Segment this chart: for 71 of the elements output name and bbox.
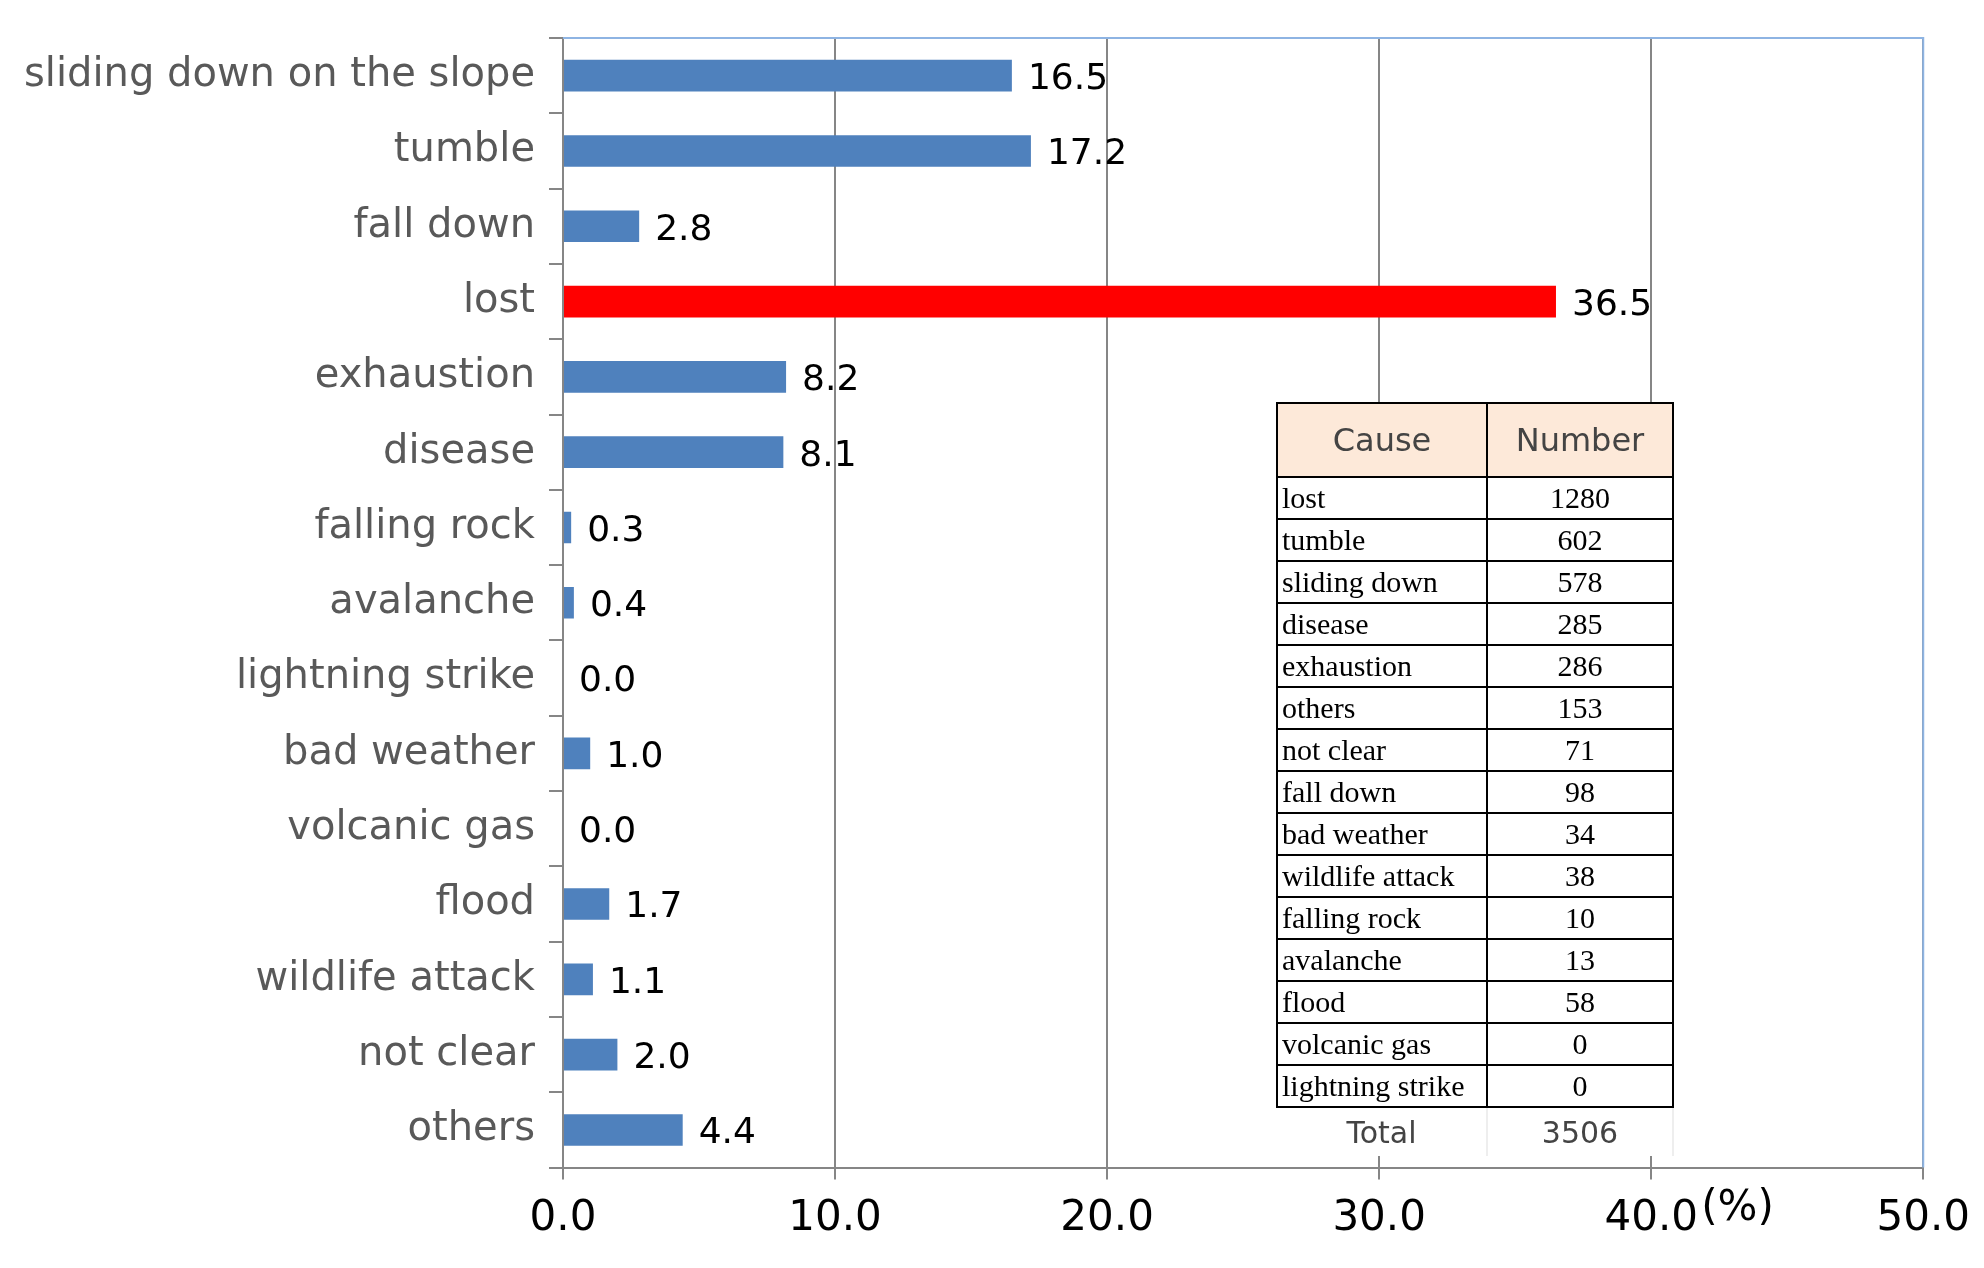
data-label: 36.5 [1571,281,1653,323]
y-tick-label: lightning strike [235,651,535,698]
annotation: 38 [1487,855,1673,897]
y-tick-label: others [407,1103,535,1150]
annotation: Total [1277,1107,1487,1156]
annotation: tumble [1277,519,1487,561]
x-tick-label: 40.0 [1604,1190,1698,1240]
x-axis-title: (%) [1701,1180,1774,1230]
annotation: 285 [1487,603,1673,645]
x-tick-label: 0.0 [529,1190,597,1240]
annotation: 0 [1487,1023,1673,1065]
annotation: 98 [1487,771,1673,813]
annotation: 578 [1487,561,1673,603]
annotation: 71 [1487,729,1673,771]
annotation: 286 [1487,645,1673,687]
annotation: avalanche [1277,939,1487,981]
y-tick-label: bad weather [283,726,536,773]
annotation: Cause [1277,403,1487,477]
y-tick-label: avalanche [329,576,535,623]
data-label: 4.4 [698,1110,756,1152]
y-tick-label: disease [383,425,535,472]
y-tick-label: flood [435,877,535,924]
data-label: 0.3 [587,507,645,549]
data-label: 8.1 [799,432,857,474]
annotation: fall down [1277,771,1487,813]
data-label: 8.2 [802,357,860,399]
annotation: wildlife attack [1277,855,1487,897]
annotation: 1280 [1487,477,1673,519]
x-tick-label: 10.0 [788,1190,882,1240]
annotation: 58 [1487,981,1673,1023]
annotation: 34 [1487,813,1673,855]
annotation: exhaustion [1277,645,1487,687]
annotation: 13 [1487,939,1673,981]
annotation: 602 [1487,519,1673,561]
data-label: 2.0 [633,1035,691,1076]
data-label: 0.0 [579,658,637,700]
annotation: lost [1277,477,1487,519]
annotation: 0 [1487,1065,1673,1107]
annotation: bad weather [1277,813,1487,855]
x-tick-label: 20.0 [1060,1190,1154,1240]
annotation: not clear [1277,729,1487,771]
annotation: falling rock [1277,897,1487,939]
x-tick-label: 50.0 [1876,1190,1970,1240]
data-label: 0.0 [579,809,637,851]
data-label: 2.8 [655,206,713,248]
data-label: 1.1 [608,959,667,1001]
y-tick-label: falling rock [314,500,536,547]
annotation: 10 [1487,897,1673,939]
x-tick-label: 30.0 [1332,1190,1426,1240]
annotation: sliding down [1277,561,1487,603]
y-tick-label: volcanic gas [287,802,535,849]
annotation: 3506 [1487,1107,1673,1156]
y-tick-label: fall down [353,199,535,246]
y-tick-label: not clear [358,1028,536,1075]
data-label: 16.5 [1027,56,1109,98]
y-tick-label: wildlife attack [255,952,536,999]
annotation: flood [1277,981,1487,1023]
y-tick-label: sliding down on the slope [24,49,535,96]
y-tick-label: exhaustion [314,350,535,397]
data-label: 1.7 [625,884,683,926]
annotation: disease [1277,603,1487,645]
annotation: others [1277,687,1487,729]
annotation: 153 [1487,687,1673,729]
y-tick-label: tumble [393,124,535,171]
y-tick-label: lost [462,274,535,321]
annotation: volcanic gas [1277,1023,1487,1065]
data-label: 17.2 [1046,131,1128,173]
annotation: Number [1487,403,1673,477]
data-label: 1.0 [606,733,664,775]
data-label: 0.4 [589,583,648,625]
annotation: lightning strike [1277,1065,1487,1107]
